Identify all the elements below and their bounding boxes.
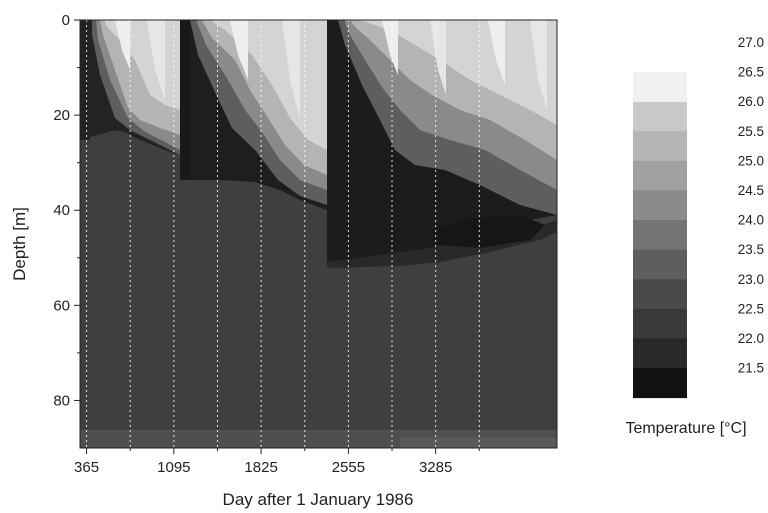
surface-streak-6 <box>430 20 446 95</box>
colorbar-swatch-top <box>633 72 687 103</box>
surface-streak-7 <box>488 20 505 85</box>
colorbar-swatch-9 <box>633 338 687 369</box>
colorbar-label-1: 26.5 <box>738 65 764 80</box>
plot-area <box>80 20 557 448</box>
warm-surface-3d <box>358 20 557 125</box>
colorbar-swatch-8 <box>633 308 687 339</box>
y-tick-label-3: 60 <box>53 297 70 314</box>
x-axis-label: Day after 1 January 1986 <box>223 490 414 509</box>
colorbar-label-0: 27.0 <box>738 35 764 50</box>
y-tick-label-1: 20 <box>53 107 70 124</box>
colorbar-label-3: 25.5 <box>738 124 764 139</box>
colorbar: 27.0 26.5 26.0 25.5 25.0 24.5 24.0 23.5 23.0 22.5… <box>633 35 764 399</box>
colorbar-label-11: 21.5 <box>738 361 764 376</box>
surface-streak-8 <box>530 20 547 110</box>
x-tick-label-3: 2555 <box>332 459 365 476</box>
colorbar-title: Temperature [°C] <box>625 420 746 437</box>
y-tick-label-0: 0 <box>62 12 70 29</box>
y-tick-label-2: 40 <box>53 202 70 219</box>
colorbar-label-7: 23.5 <box>738 242 764 257</box>
surface-streak-4 <box>282 20 300 120</box>
cold-tongue <box>327 220 557 268</box>
colorbar-label-4: 25.0 <box>738 153 764 168</box>
y-axis: 0 20 40 60 80 <box>53 12 80 409</box>
colorbar-swatch-5 <box>633 220 687 251</box>
colorbar-swatch-4 <box>633 190 687 221</box>
colorbar-label-2: 26.0 <box>738 94 764 109</box>
x-tick-label-4: 3285 <box>419 459 452 476</box>
surface-streak-3 <box>230 20 248 80</box>
colorbar-swatch-10 <box>633 368 687 399</box>
colorbar-swatch-2 <box>633 131 687 162</box>
colorbar-label-6: 24.0 <box>738 213 764 228</box>
cold-lens <box>430 215 545 248</box>
mixing-band-3 <box>327 20 337 160</box>
colorbar-swatch-1 <box>633 101 687 132</box>
plot-frame <box>79 19 558 449</box>
year-boundary-lines <box>86 20 480 448</box>
mixing-band-1 <box>80 20 90 140</box>
x-axis: 365 1095 1825 2555 3285 <box>74 448 480 476</box>
surface-streak-1 <box>115 20 130 70</box>
y-tick-label-4: 80 <box>53 392 70 409</box>
colorbar-label-9: 22.5 <box>738 301 764 316</box>
colorbar-label-10: 22.0 <box>738 331 764 346</box>
colorbar-swatch-6 <box>633 249 687 280</box>
bottom-layer-fill-2 <box>400 438 557 448</box>
mixing-band-2 <box>180 20 190 180</box>
x-tick-label-1: 1095 <box>157 459 190 476</box>
x-tick-label-2: 1825 <box>244 459 277 476</box>
surface-streak-5 <box>382 20 398 75</box>
colorbar-swatch-7 <box>633 279 687 310</box>
y-axis-label: Depth [m] <box>10 207 29 281</box>
colorbar-label-8: 23.0 <box>738 272 764 287</box>
x-tick-label-0: 365 <box>74 459 99 476</box>
surface-streak-2 <box>147 20 165 100</box>
colorbar-swatch-3 <box>633 160 687 191</box>
colorbar-label-5: 24.5 <box>738 183 764 198</box>
